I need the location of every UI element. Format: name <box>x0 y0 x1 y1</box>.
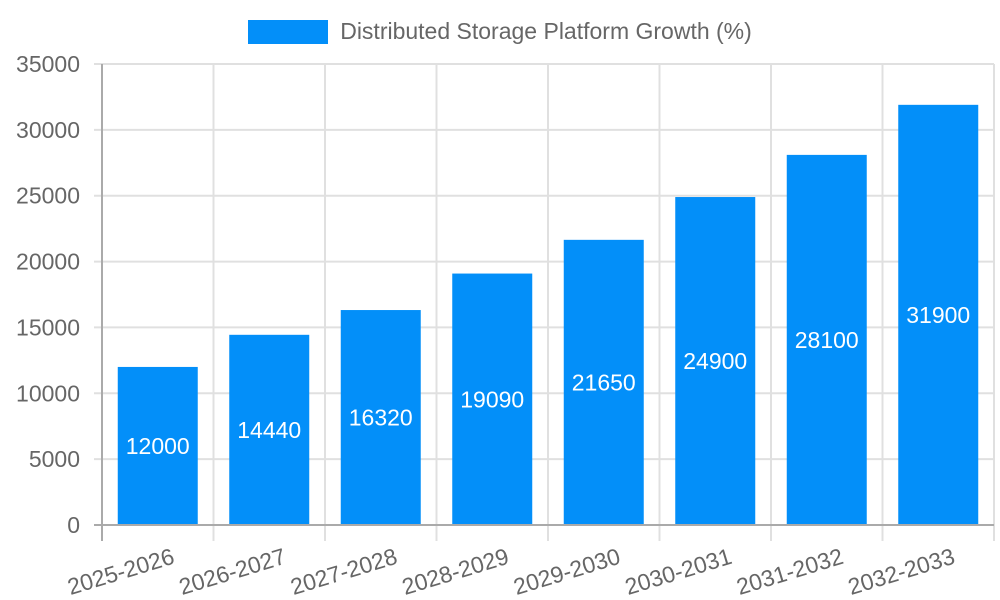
legend-swatch[interactable] <box>248 19 329 44</box>
bar-value-label: 28100 <box>795 327 859 353</box>
bar[interactable] <box>675 197 756 525</box>
bar-value-label: 19090 <box>460 386 524 412</box>
bar[interactable] <box>898 104 979 526</box>
x-tick-label: 2030-2031 <box>622 543 735 600</box>
x-tick-label: 2026-2027 <box>176 543 289 600</box>
chart-legend: Distributed Storage Platform Growth (%) <box>0 18 1000 45</box>
bar[interactable] <box>117 366 198 525</box>
x-tick-label: 2031-2032 <box>733 543 846 600</box>
bar-value-label: 14440 <box>237 417 301 443</box>
bar[interactable] <box>786 154 867 525</box>
gridlines <box>94 63 995 541</box>
y-tick-label: 20000 <box>16 249 80 275</box>
bars: 12000 14440 16320 19090 21650 24900 28100 31900 <box>117 104 979 526</box>
x-tick-label: 2027-2028 <box>287 543 400 600</box>
y-tick-label: 30000 <box>16 117 80 143</box>
bar-value-label: 31900 <box>906 302 970 328</box>
x-tick-label: 2025-2026 <box>64 543 177 600</box>
bar-value-label: 12000 <box>126 433 190 459</box>
y-tick-label: 35000 <box>16 51 80 77</box>
bar[interactable] <box>452 273 533 525</box>
y-tick-label: 0 <box>67 512 80 538</box>
legend-label: Distributed Storage Platform Growth (%) <box>340 18 752 44</box>
y-tick-label: 15000 <box>16 314 80 340</box>
bar[interactable] <box>340 310 421 525</box>
bar-value-label: 16320 <box>349 405 413 431</box>
bar[interactable] <box>229 334 310 525</box>
bar[interactable] <box>563 239 644 526</box>
bar-value-label: 21650 <box>572 369 636 395</box>
x-tick-label: 2032-2033 <box>845 543 958 600</box>
x-tick-label: 2029-2030 <box>510 543 623 600</box>
y-tick-label: 10000 <box>16 380 80 406</box>
y-tick-label: 25000 <box>16 183 80 209</box>
bar-value-label: 24900 <box>683 348 747 374</box>
y-tick-label: 5000 <box>29 446 80 472</box>
x-tick-label: 2028-2029 <box>399 543 512 600</box>
